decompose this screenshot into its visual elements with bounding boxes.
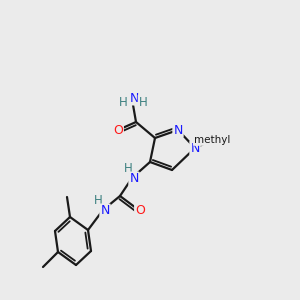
Text: N: N bbox=[190, 142, 200, 154]
Text: methyl: methyl bbox=[194, 135, 230, 145]
Text: H: H bbox=[118, 95, 127, 109]
Text: N: N bbox=[129, 172, 139, 185]
Text: N: N bbox=[173, 124, 183, 136]
Text: N: N bbox=[129, 92, 139, 104]
Text: O: O bbox=[135, 205, 145, 218]
Text: H: H bbox=[124, 163, 132, 176]
Text: H: H bbox=[139, 95, 147, 109]
Text: N: N bbox=[100, 205, 110, 218]
Text: O: O bbox=[113, 124, 123, 136]
Text: H: H bbox=[94, 194, 102, 208]
